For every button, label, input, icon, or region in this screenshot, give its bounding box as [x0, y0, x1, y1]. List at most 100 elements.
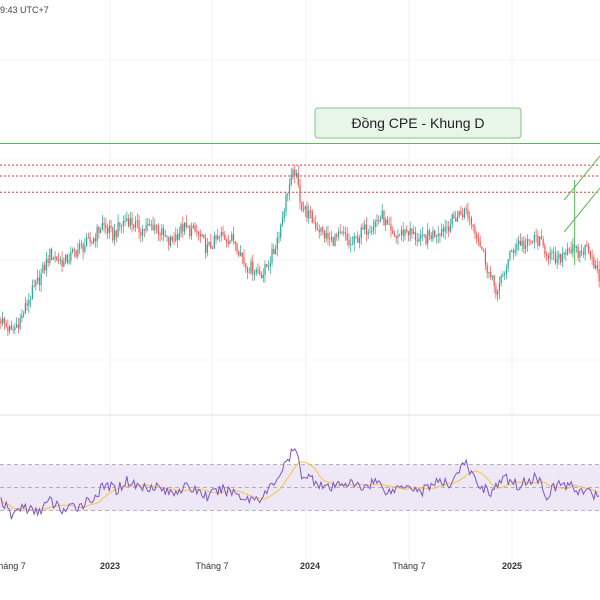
- candle-body: [183, 222, 186, 232]
- candle-body: [343, 232, 345, 234]
- candle-body: [518, 240, 520, 245]
- candle-body: [36, 277, 39, 281]
- candle-body: [367, 232, 369, 235]
- candle-body: [70, 252, 72, 261]
- candle-body: [148, 223, 151, 226]
- candle-body: [59, 259, 61, 261]
- candle-body: [154, 225, 156, 231]
- candle-body: [512, 250, 515, 253]
- candle-body: [117, 222, 119, 237]
- candle-body: [42, 264, 44, 274]
- candle-body: [71, 249, 74, 253]
- candle-body: [378, 220, 380, 221]
- candle-body: [491, 275, 494, 278]
- candle-body: [507, 259, 509, 269]
- candle-body: [595, 265, 597, 269]
- candle-body: [120, 225, 123, 227]
- candle-body: [551, 251, 553, 253]
- candle-body: [451, 214, 453, 225]
- candle-body: [554, 253, 557, 263]
- candle-body: [253, 273, 256, 275]
- candle-body: [278, 237, 280, 239]
- candle-body: [481, 246, 483, 250]
- candle-body: [103, 223, 105, 226]
- candle-body: [178, 233, 180, 240]
- candle-body: [43, 264, 46, 271]
- candle-body: [404, 229, 406, 236]
- candle-body: [192, 225, 194, 229]
- candle-body: [187, 225, 189, 227]
- candle-body: [220, 232, 222, 236]
- candle-body: [17, 324, 19, 329]
- candle-body: [535, 235, 537, 236]
- candle-body: [563, 252, 565, 255]
- candle-body: [133, 224, 135, 228]
- candle-body: [271, 248, 273, 264]
- candle-body: [245, 263, 247, 268]
- candle-body: [96, 227, 98, 242]
- candle-body: [383, 210, 385, 226]
- candle-body: [33, 285, 35, 287]
- candle-body: [28, 300, 30, 306]
- candle-body: [346, 234, 348, 240]
- candle-body: [399, 234, 401, 236]
- candle-body: [553, 251, 555, 254]
- candle-body: [441, 228, 443, 236]
- candle-body: [218, 235, 221, 237]
- candle-body: [572, 244, 574, 253]
- candle-body: [395, 236, 397, 238]
- candle-body: [229, 240, 231, 244]
- candle-body: [297, 173, 299, 186]
- candle-body: [190, 228, 193, 236]
- candle-body: [393, 233, 396, 237]
- candle-body: [234, 241, 236, 244]
- candle-body: [159, 233, 161, 235]
- candle-body: [227, 241, 229, 244]
- candle-body: [215, 235, 217, 240]
- candle-body: [435, 236, 438, 237]
- candle-body: [353, 236, 355, 244]
- candle-body: [140, 231, 142, 236]
- candle-body: [78, 243, 81, 250]
- candle-body: [313, 222, 315, 224]
- candle-body: [57, 260, 60, 262]
- candle-body: [442, 228, 445, 232]
- candle-body: [262, 274, 264, 279]
- candle-body: [189, 225, 191, 236]
- candle-body: [519, 240, 522, 246]
- candle-body: [449, 224, 452, 232]
- candle-body: [206, 244, 208, 253]
- candle-body: [530, 240, 532, 242]
- candle-body: [311, 211, 313, 223]
- candle-body: [567, 248, 569, 255]
- candle-body: [127, 218, 130, 227]
- x-axis-tick-label: 2024: [300, 561, 320, 571]
- x-axis-tick-label: háng 7: [0, 561, 26, 571]
- chart-title-annotation[interactable]: Đồng CPE - Khung D: [314, 107, 522, 139]
- candle-body: [523, 240, 525, 249]
- candle-body: [24, 303, 26, 314]
- candle-body: [40, 273, 42, 286]
- candle-body: [150, 224, 152, 226]
- candle-body: [173, 240, 175, 241]
- x-axis-tick-label: 2025: [502, 561, 522, 571]
- candle-body: [301, 202, 303, 211]
- candle-body: [162, 228, 165, 235]
- candle-body: [458, 211, 460, 217]
- candle-body: [332, 237, 334, 247]
- candle-body: [558, 253, 560, 259]
- candle-body: [416, 240, 418, 242]
- candle-body: [407, 231, 410, 236]
- candle-body: [182, 224, 184, 232]
- candle-body: [280, 224, 282, 238]
- candle-body: [217, 235, 219, 240]
- candle-body: [269, 263, 271, 267]
- candle-body: [138, 220, 140, 232]
- candle-body: [294, 169, 296, 176]
- candle-body: [582, 252, 584, 255]
- candle-body: [465, 208, 467, 210]
- candle-body: [9, 326, 11, 332]
- candle-body: [409, 228, 411, 236]
- candle-body: [50, 248, 53, 260]
